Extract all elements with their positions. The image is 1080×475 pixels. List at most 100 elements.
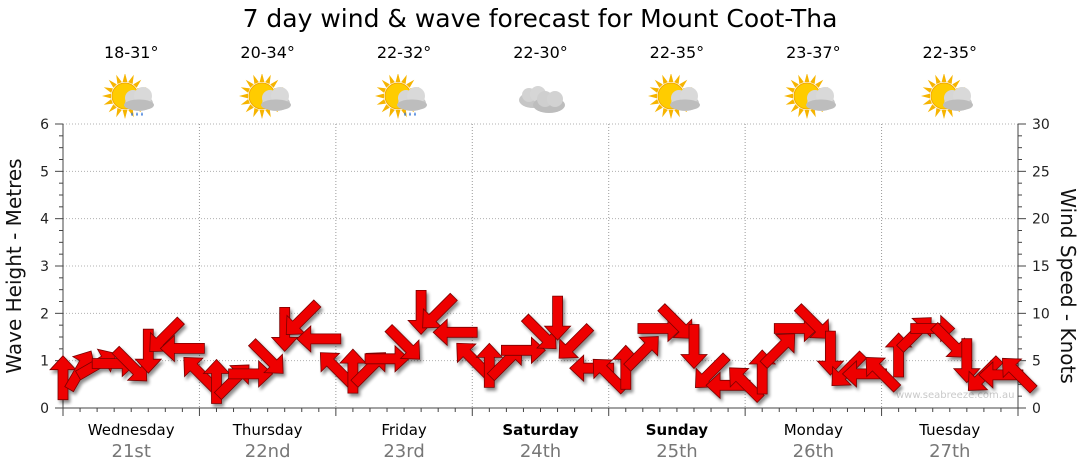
right-tick-label: 0 [1032,401,1041,417]
wind-arrow [1002,357,1038,394]
left-tick-label: 4 [40,212,49,228]
wind-arrow [759,333,796,369]
day-date: 21st [111,441,151,462]
sun-cloud-rain-icon [374,73,434,119]
wind-arrow-shape [202,358,231,404]
left-tick-label: 6 [40,117,49,133]
left-tick-label: 3 [40,259,49,275]
wind-arrow [159,334,205,363]
day-date: 26th [792,441,835,462]
sun-cloud-icon [783,73,843,119]
wind-arrow [296,324,342,353]
left-tick-label: 5 [40,164,49,180]
wind-arrow-shape [558,323,595,359]
wind-arrow [592,358,629,395]
wind-arrow [543,295,572,341]
left-tick-label: 2 [40,306,49,322]
wind-arrow-shape [657,303,693,339]
wind-arrow [793,303,830,339]
left-axis-title: Wave Height - Metres [2,158,26,373]
sun-cloud-icon [920,73,980,119]
day-date: 23rd [383,441,425,462]
chart-title: 7 day wind & wave forecast for Mount Coo… [242,4,838,33]
watermark: www.seabreeze.com.au [896,390,1015,401]
right-tick-label: 25 [1032,164,1050,180]
left-tick-label: 0 [40,401,49,417]
wind-arrow-shape [592,358,629,395]
wind-arrow-shape [501,336,546,365]
wind-arrow-shape [543,295,572,341]
right-axis-title: Wind Speed - Knots [1056,188,1080,384]
wind-arrow [569,354,615,383]
wind-arrow [952,338,981,384]
wind-arrow-shape [729,367,765,404]
wind-arrow [501,336,546,365]
day-temperature: 20-34° [240,43,295,62]
wind-arrow [623,336,659,372]
wind-arrow-shape [228,359,274,388]
wind-arrow [558,323,595,359]
wind-arrow [865,357,902,393]
wind-arrow [680,324,708,370]
wind-arrow-shape [338,348,367,394]
wind-arrow-shape [759,333,796,369]
wind-arrow-shape [865,357,902,393]
wind-arrow [134,328,163,374]
day-temperature: 18-31° [103,43,159,62]
day-date: 27th [929,441,971,462]
day-name: Friday [381,421,427,439]
right-tick-label: 15 [1032,259,1050,275]
wind-arrow-shape [247,338,284,374]
wind-arrow [364,344,410,373]
wind-arrow-shape [793,303,830,339]
wind-arrow [816,330,845,376]
right-tick-label: 10 [1032,306,1050,322]
wind-arrow-shape [816,330,845,376]
day-name: Thursday [232,421,303,439]
day-date: 25th [656,441,698,462]
left-tick-label: 1 [40,354,49,370]
day-name: Wednesday [87,421,175,439]
day-temperature: 22-35° [649,43,705,62]
day-name: Monday [783,421,843,439]
wind-arrow-shape [432,318,478,347]
wind-arrow [475,342,504,388]
wind-arrow [228,359,274,388]
wind-arrow [338,348,367,394]
wind-arrow-shape [952,338,981,384]
sun-cloud-icon [238,73,298,119]
day-temperature: 22-30° [513,43,568,62]
wind-arrow-shape [475,342,504,388]
wind-arrow-shape [270,306,299,352]
day-name: Saturday [502,421,579,439]
wind-arrow-shape [1002,357,1038,394]
wind-arrow-shape [384,323,421,360]
right-tick-label: 20 [1032,212,1050,228]
wind-arrow-shape [134,328,163,374]
wind-arrow [384,323,421,360]
wind-arrow-shape [569,354,615,383]
wind-arrow-shape [159,334,205,363]
day-date: 22nd [244,441,291,462]
day-name: Tuesday [919,421,981,439]
sun-cloud-rain-icon [101,73,161,119]
day-temperature: 22-32° [376,43,432,62]
sun-cloud-icon [647,73,707,119]
wind-arrow-shape [296,324,342,353]
wind-arrow [202,358,231,404]
wind-arrow [657,303,693,339]
wind-arrow-shape [680,324,708,370]
day-temperature: 23-37° [786,43,841,62]
wind-arrow [729,367,765,404]
cloud-icon [511,74,571,118]
wind-arrow [270,306,299,352]
wind-arrow [247,338,284,374]
wind-arrow-shape [364,344,410,373]
right-tick-label: 5 [1032,354,1041,370]
right-tick-label: 30 [1032,117,1050,133]
day-temperature: 22-35° [922,43,978,62]
day-name: Sunday [645,421,709,439]
wind-arrow-shape [623,336,659,372]
day-date: 24th [519,441,562,462]
